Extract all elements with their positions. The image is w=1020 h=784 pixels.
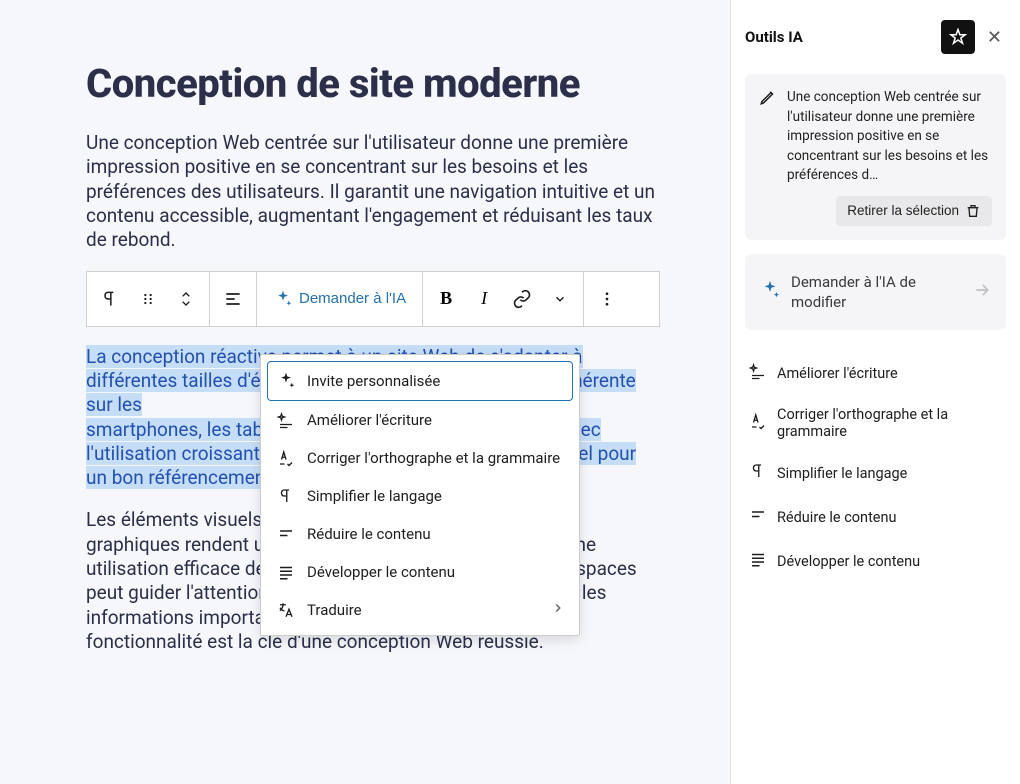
dd-label: Traduire — [307, 601, 362, 619]
selection-preview: Une conception Web centrée sur l'utilisa… — [787, 88, 992, 186]
dd-shorten[interactable]: Réduire le contenu — [267, 515, 573, 553]
shorten-icon — [749, 506, 767, 528]
drag-handle-icon[interactable] — [129, 272, 167, 326]
simplify-icon — [749, 462, 767, 484]
spelling-icon — [749, 412, 767, 434]
sparkle-icon — [759, 279, 781, 305]
sidebar-title: Outils IA — [745, 28, 803, 46]
dd-spelling[interactable]: Corriger l'orthographe et la grammaire — [267, 439, 573, 477]
dd-translate[interactable]: Traduire — [267, 591, 573, 629]
remove-label: Retirer la sélection — [847, 203, 959, 218]
align-icon[interactable] — [214, 272, 252, 326]
trash-icon — [965, 203, 981, 219]
remove-selection-button[interactable]: Retirer la sélection — [836, 196, 992, 226]
more-formatting-icon[interactable] — [541, 272, 579, 326]
expand-icon — [275, 563, 297, 581]
ask-ai-button[interactable]: Demander à l'IA — [261, 272, 418, 326]
dd-label: Développer le contenu — [307, 563, 455, 581]
sb-label: Simplifier le langage — [777, 465, 907, 482]
arrow-right-icon — [972, 280, 992, 304]
dd-label: Simplifier le langage — [307, 487, 442, 505]
star-button[interactable] — [941, 20, 975, 54]
dd-label: Réduire le contenu — [307, 525, 431, 543]
sb-label: Réduire le contenu — [777, 509, 897, 526]
page-title[interactable]: Conception de site moderne — [86, 60, 660, 107]
pencil-icon — [759, 88, 777, 186]
link-button[interactable] — [503, 272, 541, 326]
sidebar-header: Outils IA ✕ — [745, 20, 1006, 54]
more-options-icon[interactable] — [588, 272, 626, 326]
sb-improve[interactable]: Améliorer l'écriture — [745, 352, 1006, 394]
translate-icon — [275, 601, 297, 619]
ask-ai-card[interactable]: Demander à l'IA de modifier — [745, 254, 1006, 331]
paragraph-1[interactable]: Une conception Web centrée sur l'utilisa… — [86, 131, 660, 253]
ai-tools-sidebar: Outils IA ✕ Une conception Web centrée s… — [730, 0, 1020, 784]
block-toolbar: Demander à l'IA B I — [86, 271, 660, 327]
bold-button[interactable]: B — [427, 272, 465, 326]
shorten-icon — [275, 525, 297, 543]
close-icon[interactable]: ✕ — [983, 23, 1006, 52]
improve-icon — [749, 362, 767, 384]
improve-icon — [275, 411, 297, 429]
dd-label: Améliorer l'écriture — [307, 411, 432, 429]
paragraph-block-icon[interactable] — [91, 272, 129, 326]
move-arrows-icon[interactable] — [167, 272, 205, 326]
expand-icon — [749, 550, 767, 572]
dd-simplify[interactable]: Simplifier le langage — [267, 477, 573, 515]
sb-label: Corriger l'orthographe et la grammaire — [777, 406, 1002, 440]
editor-area: Conception de site moderne Une conceptio… — [0, 0, 730, 784]
sidebar-actions-list: Améliorer l'écriture Corriger l'orthogra… — [745, 352, 1006, 582]
dd-label: Invite personnalisée — [307, 372, 440, 390]
sb-expand[interactable]: Développer le contenu — [745, 540, 1006, 582]
sb-shorten[interactable]: Réduire le contenu — [745, 496, 1006, 538]
chevron-right-icon — [551, 601, 565, 619]
dd-label: Corriger l'orthographe et la grammaire — [307, 449, 560, 467]
spelling-icon — [275, 449, 297, 467]
ai-dropdown: Invite personnalisée Améliorer l'écritur… — [260, 354, 580, 636]
dd-custom-prompt[interactable]: Invite personnalisée — [267, 361, 573, 401]
simplify-icon — [275, 487, 297, 505]
italic-button[interactable]: I — [465, 272, 503, 326]
sb-spelling[interactable]: Corriger l'orthographe et la grammaire — [745, 396, 1006, 450]
dd-improve[interactable]: Améliorer l'écriture — [267, 401, 573, 439]
sb-simplify[interactable]: Simplifier le langage — [745, 452, 1006, 494]
sb-label: Développer le contenu — [777, 553, 920, 570]
sb-label: Améliorer l'écriture — [777, 365, 898, 382]
ask-ai-label: Demander à l'IA — [299, 290, 406, 307]
dd-expand[interactable]: Développer le contenu — [267, 553, 573, 591]
ask-ai-label: Demander à l'IA de modifier — [791, 272, 962, 313]
sparkle-icon — [275, 371, 297, 391]
selection-card: Une conception Web centrée sur l'utilisa… — [745, 74, 1006, 240]
